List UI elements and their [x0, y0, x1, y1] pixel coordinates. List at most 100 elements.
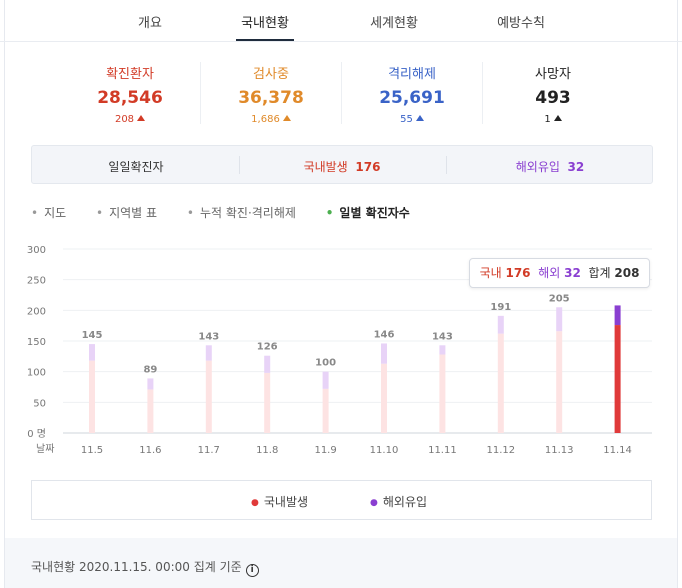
bar-domestic [322, 388, 329, 433]
tab-domestic[interactable]: 국내현황 [241, 16, 289, 31]
stat-value: 28,546 [97, 88, 163, 108]
x-tick-label: 11.14 [603, 445, 632, 456]
stat-released: 격리해제 25,691 55 [342, 63, 482, 125]
bar-domestic [381, 363, 387, 433]
x-tick-label: 11.7 [198, 445, 220, 456]
chart-legend: ● 국내발생 ● 해외유입 [31, 480, 652, 520]
tab-world[interactable]: 세계현황 [370, 16, 418, 31]
up-triangle-icon [282, 115, 291, 121]
y-tick-label: 50 [33, 398, 46, 409]
stat-value: 493 [535, 88, 571, 108]
daily-confirmed-chart: 0 명 50 100 150 200 250 300 날짜 145 11.5 89 11.6 143 11… [27, 245, 652, 456]
up-triangle-icon [415, 115, 424, 121]
bar-total-label: 126 [257, 342, 278, 353]
x-tick-label: 11.11 [428, 445, 457, 456]
y-tick-label: 0 명 [27, 428, 46, 440]
stat-label: 확진환자 [106, 67, 154, 82]
filter-map[interactable]: • 지도 [31, 206, 67, 220]
stat-delta: 55 [400, 114, 413, 125]
x-tick-label: 11.6 [139, 445, 161, 456]
legend-overseas[interactable]: ● 해외유입 [370, 495, 428, 509]
bar-overseas [497, 315, 504, 334]
x-tick-label: 11.5 [81, 445, 103, 456]
bar-total-label: 89 [143, 364, 157, 375]
bar-overseas [147, 378, 154, 390]
tab-prevention[interactable]: 예방수칙 [497, 16, 545, 31]
domestic-summary-value: 176 [355, 160, 381, 174]
summary-divider [239, 156, 240, 174]
bar-overseas [614, 305, 621, 326]
bar-total-label: 145 [82, 330, 103, 341]
tooltip-domestic-label: 국내 [479, 266, 502, 280]
bar-total-label: 143 [198, 331, 219, 342]
chart-tooltip: 국내 176 해외 32 합계 208 [469, 258, 650, 288]
filter-daily[interactable]: • 일별 확진자수 [325, 206, 410, 220]
stat-label: 격리해제 [388, 67, 436, 82]
bar-overseas [205, 345, 212, 361]
bar-total-label: 146 [374, 329, 395, 340]
summary-divider [446, 156, 447, 174]
stat-testing: 검사중 36,378 1,686 [201, 63, 341, 125]
bar-domestic [439, 354, 446, 433]
stat-label: 검사중 [253, 67, 289, 82]
bar-overseas [89, 344, 95, 361]
bar-overseas [381, 343, 387, 364]
stat-delta: 208 [114, 114, 135, 125]
stat-label: 사망자 [535, 67, 571, 82]
legend-domestic[interactable]: ● 국내발생 [251, 495, 309, 509]
bar-domestic [497, 333, 504, 433]
stat-delta: 1,686 [251, 114, 280, 125]
stat-divider [200, 62, 201, 124]
legend-dot-icon: ● [370, 498, 378, 508]
tooltip-total-label: 합계 [588, 266, 611, 280]
bar-total-label: 191 [490, 302, 511, 313]
bar-total-label: 143 [432, 331, 453, 342]
tooltip-overseas-label: 해외 [538, 266, 561, 280]
footer-timestamp: 국내현황 2020.11.15. 00:00 집계 기준 i [31, 558, 259, 577]
filter-cumulative[interactable]: • 누적 확진·격리해제 [186, 206, 296, 220]
domestic-summary: 국내발생 176 [304, 158, 381, 175]
tab-bar: 개요 국내현황 세계현황 예방수칙 [0, 0, 682, 42]
y-tick-label: 250 [27, 276, 46, 287]
filter-region-table[interactable]: • 지역별 표 [96, 206, 158, 220]
stat-value: 25,691 [379, 88, 445, 108]
x-axis-label: 날짜 [36, 443, 54, 455]
stat-divider [341, 62, 342, 124]
bar-overseas [322, 371, 329, 389]
up-triangle-icon [553, 115, 562, 121]
tooltip-overseas-value: 32 [564, 266, 581, 280]
bar-overseas [264, 355, 271, 373]
tooltip-total-value: 208 [614, 266, 640, 280]
stat-deaths: 사망자 493 1 [483, 63, 623, 125]
stat-confirmed: 확진환자 28,546 208 [60, 63, 200, 125]
footer: 국내현황 2020.11.15. 00:00 집계 기준 i [5, 538, 677, 588]
content-frame [4, 0, 678, 588]
bar-domestic [89, 360, 95, 433]
bar-overseas [439, 345, 446, 355]
bar-domestic [556, 331, 563, 433]
x-tick-label: 11.9 [314, 445, 336, 456]
x-tick-label: 11.8 [256, 445, 278, 456]
y-tick-label: 200 [27, 306, 46, 317]
info-icon[interactable]: i [245, 564, 259, 577]
legend-dot-icon: ● [251, 498, 259, 508]
bar-total-label: 205 [549, 293, 570, 304]
bar-domestic [614, 325, 621, 433]
stat-delta: 1 [544, 114, 551, 125]
bar-domestic [205, 360, 212, 433]
y-tick-label: 150 [27, 337, 46, 348]
view-filter-list: • 지도 • 지역별 표 • 누적 확진·격리해제 • 일별 확진자수 [31, 204, 436, 221]
bar-total-label: 100 [315, 358, 336, 369]
y-tick-label: 300 [27, 245, 46, 256]
bar-domestic [264, 372, 271, 433]
daily-summary-bar: 일일확진자 국내발생 176 해외유입 32 [31, 145, 653, 184]
overseas-summary-label: 해외유입 [515, 160, 560, 174]
x-tick-label: 11.12 [486, 445, 515, 456]
stat-value: 36,378 [238, 88, 304, 108]
domestic-summary-label: 국내발생 [303, 160, 348, 174]
x-tick-label: 11.10 [370, 445, 399, 456]
y-tick-label: 100 [27, 368, 46, 379]
stat-divider [482, 62, 483, 124]
tab-overview[interactable]: 개요 [138, 16, 162, 31]
x-tick-label: 11.13 [545, 445, 574, 456]
